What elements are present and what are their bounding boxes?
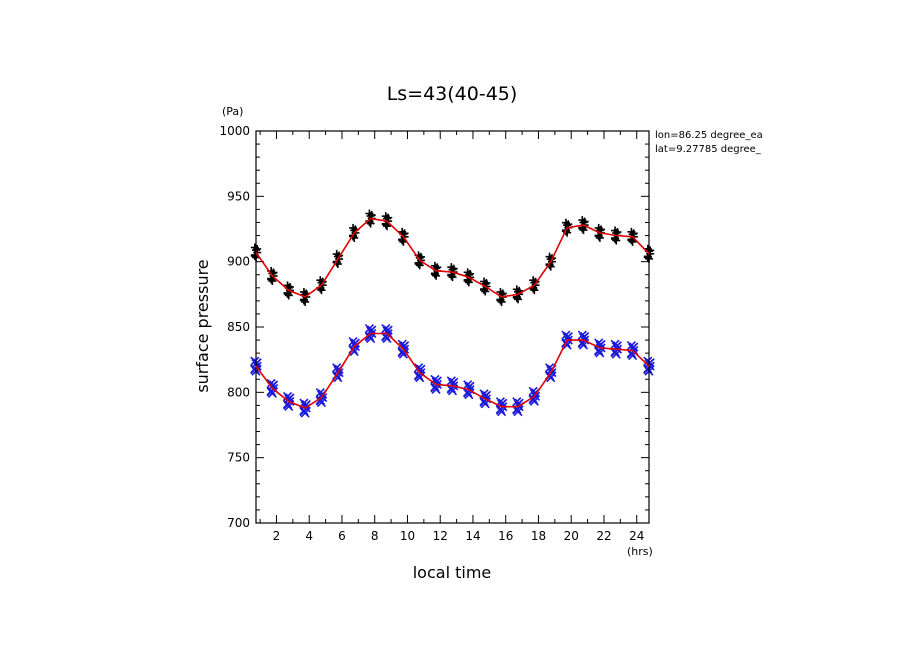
x-unit-label: (hrs) (627, 545, 653, 558)
x-marker (315, 396, 325, 406)
plus-marker (464, 278, 473, 287)
plus-marker (594, 232, 603, 241)
x-tick-label: 20 (564, 529, 579, 543)
plot-frame (255, 130, 650, 524)
plus-marker (480, 285, 489, 294)
annotation-lon: lon=86.25 degree_ea (655, 130, 763, 141)
plus-marker (250, 252, 259, 261)
plus-marker (415, 261, 424, 270)
plus-marker (646, 246, 655, 255)
plus-marker (448, 273, 457, 282)
y-tick-label: 900 (227, 255, 250, 269)
y-axis-label: surface pressure (193, 259, 212, 392)
x-marker (252, 358, 262, 368)
x-marker (643, 365, 653, 375)
chart-title: Ls=43(40-45) (387, 83, 518, 105)
x-tick-label: 10 (400, 529, 415, 543)
x-marker (514, 398, 524, 408)
plus-marker (381, 220, 390, 229)
fit-line-1 (255, 217, 650, 298)
x-marker (563, 332, 573, 342)
plus-marker (612, 236, 621, 245)
plus-marker (611, 235, 620, 244)
plus-marker (613, 228, 622, 237)
plus-marker (367, 211, 376, 220)
x-tick-label: 22 (596, 529, 611, 543)
plus-marker (400, 229, 409, 238)
x-marker (364, 332, 374, 342)
plus-marker (482, 278, 491, 287)
y-tick-label: 700 (227, 516, 250, 530)
y-tick-label: 800 (227, 385, 250, 399)
plus-marker (628, 237, 637, 246)
plus-marker (629, 229, 638, 238)
y-tick-label: 750 (227, 451, 250, 465)
fit-line-2 (255, 332, 650, 409)
plus-marker (317, 286, 326, 295)
plus-marker (595, 233, 604, 242)
plus-marker (268, 277, 277, 286)
x-marker (512, 405, 522, 415)
x-marker (495, 405, 505, 415)
plus-marker (449, 264, 458, 273)
x-tick-label: 24 (629, 529, 644, 543)
x-tick-label: 6 (338, 529, 346, 543)
plus-marker (301, 297, 310, 306)
plus-marker (580, 217, 589, 226)
y-tick-label: 1000 (219, 124, 250, 138)
plus-marker (383, 222, 391, 231)
y-tick-label: 850 (227, 320, 250, 334)
x-marker (383, 325, 393, 335)
x-tick-label: 4 (305, 529, 313, 543)
plus-marker (299, 296, 308, 305)
plus-marker (627, 236, 636, 245)
plus-marker (384, 213, 393, 222)
plus-marker (253, 245, 262, 254)
x-marker (299, 406, 309, 417)
plus-marker (284, 291, 293, 300)
x-marker (528, 395, 538, 405)
plus-marker (530, 286, 539, 295)
plus-marker (432, 271, 441, 280)
plus-marker (433, 263, 442, 272)
x-marker (367, 325, 377, 335)
plus-marker (496, 296, 505, 305)
plus-marker (597, 225, 606, 234)
plus-marker (285, 282, 294, 291)
plus-marker (430, 270, 439, 279)
x-marker (350, 338, 361, 348)
annotation-lat: lat=9.27785 degree_ (655, 144, 762, 155)
x-tick-label: 8 (371, 529, 379, 543)
plus-marker (466, 269, 475, 278)
x-tick-label: 12 (433, 529, 448, 543)
y-tick-label: 950 (227, 189, 250, 203)
plus-marker (414, 259, 423, 268)
plus-marker (579, 226, 588, 235)
plus-marker (463, 276, 472, 285)
plus-marker (447, 271, 456, 280)
fit-lines (255, 217, 650, 409)
y-unit-label: (Pa) (222, 105, 243, 118)
x-tick-label: 18 (531, 529, 546, 543)
plus-marker (481, 287, 490, 296)
x-tick-label: 2 (273, 529, 281, 543)
plus-marker (283, 289, 292, 298)
plus-marker (514, 295, 522, 304)
x-axis-label: local time (413, 563, 492, 582)
plus-marker (366, 219, 375, 228)
plus-marker (497, 297, 506, 306)
plus-marker (398, 236, 407, 245)
x-tick-label: 16 (498, 529, 513, 543)
x-marker (580, 332, 590, 342)
data-markers (250, 209, 655, 418)
plus-marker (267, 275, 276, 284)
plus-marker (643, 253, 652, 262)
x-tick-label: 14 (465, 529, 480, 543)
